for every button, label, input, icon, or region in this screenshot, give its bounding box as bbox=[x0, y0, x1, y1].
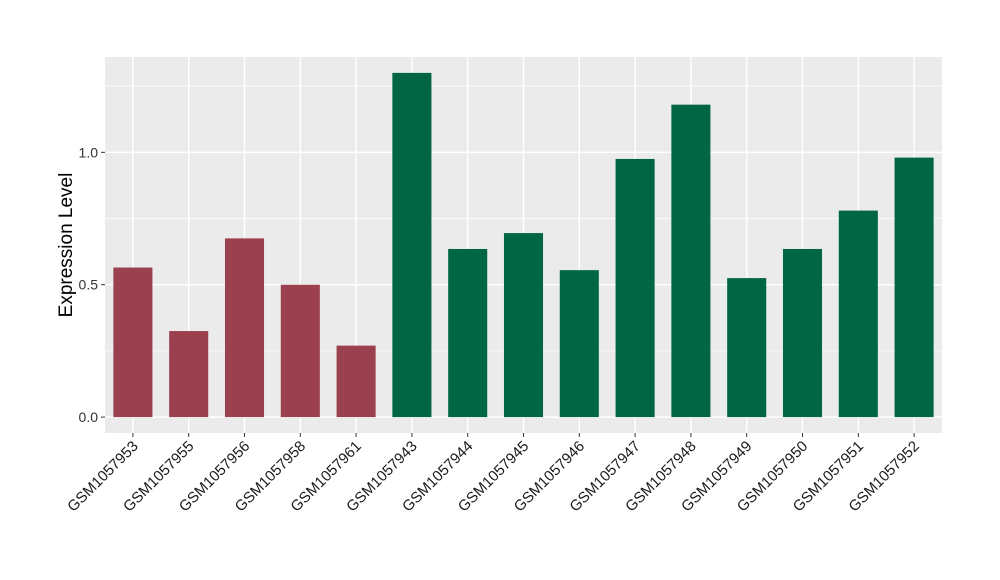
bar-GSM1057961 bbox=[336, 345, 376, 418]
bar-GSM1057944 bbox=[448, 248, 488, 418]
y-axis: 0.0 0.5 1.0 bbox=[79, 144, 105, 425]
bar-GSM1057948 bbox=[671, 104, 711, 418]
bar-GSM1057955 bbox=[169, 331, 209, 418]
bar-GSM1057946 bbox=[559, 270, 599, 418]
y-tick-label: 1.0 bbox=[79, 144, 99, 160]
y-tick-label: 0.0 bbox=[79, 409, 99, 425]
bar-GSM1057956 bbox=[224, 238, 265, 418]
bar-GSM1057952 bbox=[894, 157, 934, 418]
bar-GSM1057947 bbox=[615, 158, 655, 418]
y-tick-label: 0.5 bbox=[79, 277, 99, 293]
y-axis-title: Expression Level bbox=[56, 173, 77, 318]
bar-GSM1057953 bbox=[113, 267, 153, 418]
bar-GSM1057958 bbox=[280, 284, 320, 418]
bar-GSM1057950 bbox=[782, 248, 823, 418]
bar-GSM1057951 bbox=[838, 210, 878, 418]
bar-GSM1057943 bbox=[392, 72, 432, 418]
bar-GSM1057945 bbox=[503, 233, 544, 418]
bars bbox=[113, 72, 934, 418]
x-axis: GSM1057953GSM1057955GSM1057956GSM1057958… bbox=[64, 433, 923, 515]
bar-GSM1057949 bbox=[727, 278, 767, 418]
